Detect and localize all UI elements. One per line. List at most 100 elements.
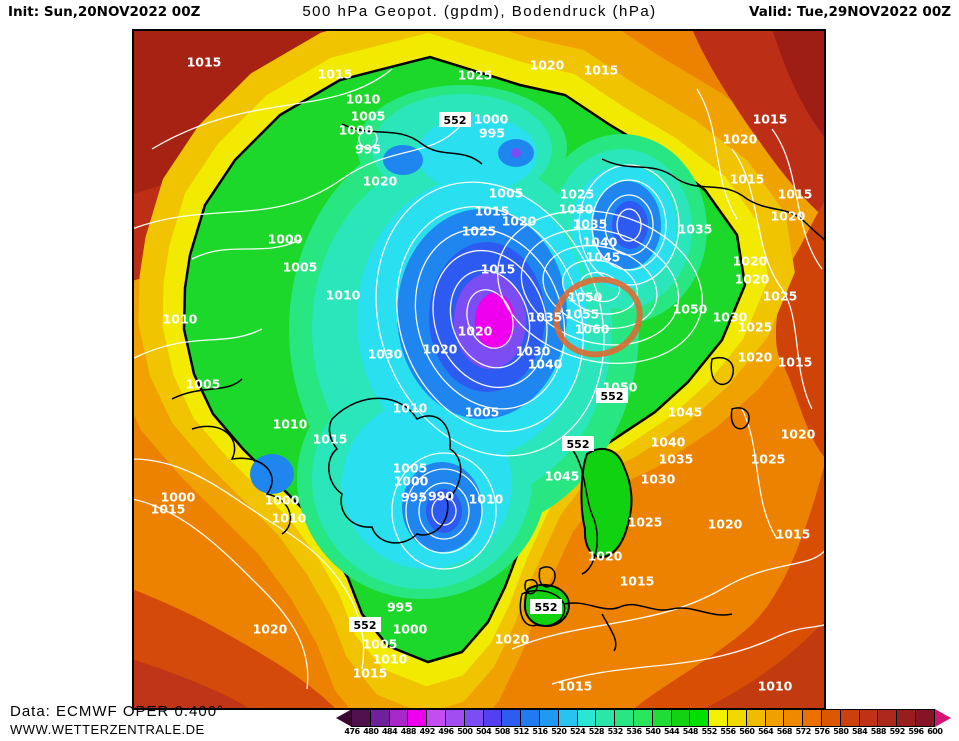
pressure-label: 1030 xyxy=(368,347,403,362)
colorbar-tick-label: 540 xyxy=(645,727,661,736)
pressure-label: 1020 xyxy=(253,622,288,637)
pressure-label: 1015 xyxy=(730,172,765,187)
colorbar-segment xyxy=(595,709,616,727)
pressure-label: 1010 xyxy=(373,652,408,667)
colorbar-tick-label: 600 xyxy=(927,727,943,736)
pressure-label: 1020 xyxy=(495,632,530,647)
isobars xyxy=(132,68,826,690)
pressure-label: 1000 xyxy=(268,232,303,247)
pressure-label: 1010 xyxy=(469,492,504,507)
colorbar-segment xyxy=(444,709,465,727)
pressure-label: 990 xyxy=(428,489,454,504)
colorbar-tick-label: 568 xyxy=(776,727,793,736)
colorbar-tick-label: 580 xyxy=(833,727,849,736)
pressure-label: 1020 xyxy=(502,214,537,229)
colorbar xyxy=(336,709,951,727)
colorbar-segment xyxy=(614,709,634,727)
pressure-label: 1050 xyxy=(673,302,708,317)
colorbar-segment xyxy=(670,709,691,727)
init-time-label: Init: Sun,20NOV2022 00Z xyxy=(8,4,201,20)
pressure-label: 1020 xyxy=(708,517,743,532)
coastlines xyxy=(171,123,826,652)
pressure-label: 1015 xyxy=(151,502,186,517)
geopotential-label: 552 xyxy=(567,438,590,451)
pressure-label: 1010 xyxy=(758,679,793,694)
colorbar-tick-label: 560 xyxy=(739,727,755,736)
website-label: WWW.WETTERZENTRALE.DE xyxy=(10,722,205,737)
pressure-label: 1035 xyxy=(678,222,713,237)
colorbar-tick-label: 480 xyxy=(363,727,379,736)
pressure-label: 1000 xyxy=(393,622,428,637)
pressure-label: 1020 xyxy=(781,427,816,442)
colorbar-tick-label: 572 xyxy=(795,727,812,736)
pressure-label: 1020 xyxy=(738,350,773,365)
pressure-label: 1015 xyxy=(558,679,593,694)
colorbar-tick-label: 516 xyxy=(532,727,548,736)
colorbar-tick-label: 592 xyxy=(889,727,906,736)
pressure-label: 1035 xyxy=(659,452,694,467)
pressure-label: 1020 xyxy=(363,174,398,189)
colorbar-tick-label: 536 xyxy=(626,727,642,736)
pressure-label: 1020 xyxy=(735,272,770,287)
pressure-label: 1045 xyxy=(545,469,580,484)
pressure-label: 1005 xyxy=(363,637,398,652)
geopotential-label: 552 xyxy=(444,114,467,127)
colorbar-tick-label: 520 xyxy=(551,727,567,736)
colorbar-segment xyxy=(783,709,804,727)
geopotential-label-layer: 552 552 552 552 552 xyxy=(349,112,628,632)
pressure-label: 995 xyxy=(401,490,427,505)
pressure-label: 1035 xyxy=(528,310,563,325)
colorbar-segment xyxy=(632,709,653,727)
pressure-label: 1025 xyxy=(462,224,497,239)
pressure-label: 1015 xyxy=(753,112,788,127)
pressure-label: 1015 xyxy=(481,262,516,277)
pressure-label: 1020 xyxy=(771,209,806,224)
pressure-label: 1015 xyxy=(187,55,222,70)
pressure-label: 1020 xyxy=(588,549,623,564)
geopotential-label-box xyxy=(530,599,562,614)
pressure-label: 1010 xyxy=(326,288,361,303)
pressure-label: 1025 xyxy=(738,320,773,335)
colorbar-tick-label: 552 xyxy=(701,727,718,736)
pressure-label: 1015 xyxy=(776,527,811,542)
pressure-label: 1055 xyxy=(565,307,600,322)
pressure-label: 1025 xyxy=(628,515,663,530)
colorbar-tick-label: 500 xyxy=(457,727,473,736)
colorbar-segment xyxy=(501,709,522,727)
geopotential-label-box xyxy=(562,436,594,451)
colorbar-segment xyxy=(764,709,785,727)
colorbar-segment xyxy=(726,709,747,727)
pressure-label: 1020 xyxy=(733,254,768,269)
colorbar-segment xyxy=(651,709,672,727)
pressure-label: 1035 xyxy=(573,217,608,232)
highlight-annotation-ellipse xyxy=(553,276,643,358)
pressure-label: 1050 xyxy=(568,290,603,305)
pressure-label: 1045 xyxy=(586,250,621,265)
colorbar-tick-label: 564 xyxy=(757,727,774,736)
pressure-label: 995 xyxy=(479,126,505,141)
pressure-label: 1005 xyxy=(393,461,428,476)
geopotential-label-box xyxy=(349,617,381,632)
pressure-label: 1015 xyxy=(318,67,353,82)
colorbar-segment xyxy=(426,709,446,727)
colorbar-segment xyxy=(369,709,390,727)
pressure-label: 1010 xyxy=(346,92,381,107)
colorbar-segment xyxy=(858,709,879,727)
colorbar-segment xyxy=(820,709,841,727)
colorbar-left-arrow xyxy=(336,709,352,727)
pressure-label: 1005 xyxy=(351,109,386,124)
pressure-label: 995 xyxy=(355,142,381,157)
colorbar-segment xyxy=(914,709,935,727)
colorbar-tick-label: 596 xyxy=(908,727,924,736)
pressure-label: 1040 xyxy=(583,235,618,250)
colorbar-tick-label: 576 xyxy=(814,727,830,736)
pressure-label: 1000 xyxy=(265,493,300,508)
colorbar-segment xyxy=(689,709,710,727)
colorbar-segment xyxy=(388,709,409,727)
geopotential-label: 552 xyxy=(601,390,624,403)
pressure-label: 1015 xyxy=(778,355,813,370)
pressure-label: 1000 xyxy=(474,112,509,127)
pressure-label: 1015 xyxy=(313,432,348,447)
pressure-label: 1015 xyxy=(353,666,388,681)
